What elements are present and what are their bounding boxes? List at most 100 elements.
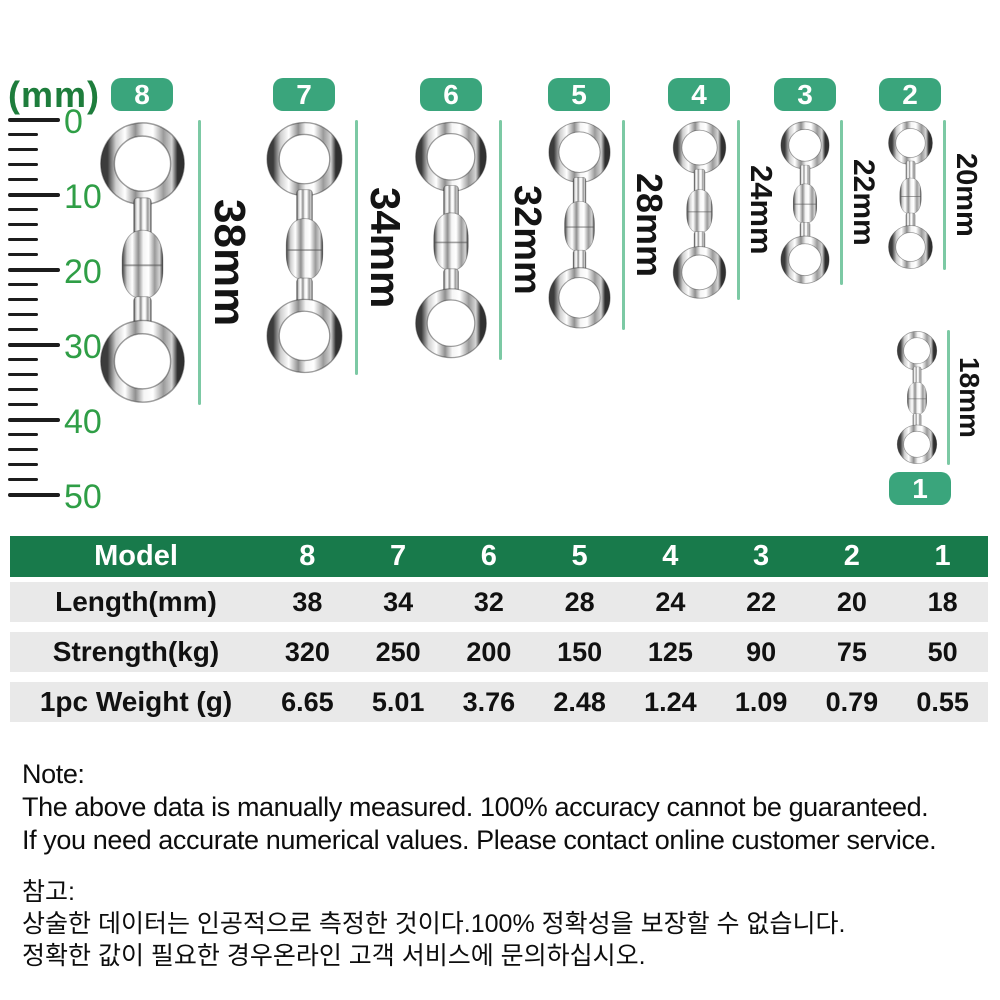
table-header-cell: 4 <box>662 540 679 572</box>
table-header-cell: 8 <box>299 540 316 572</box>
table-header-cell: 3 <box>753 540 770 572</box>
ruler-minor-tick <box>8 163 38 166</box>
table-cell: 0.79 <box>825 686 879 717</box>
table-cell: 22 <box>746 586 777 617</box>
size-badge-1: 1 <box>889 472 951 505</box>
table-cell: 200 <box>466 636 512 667</box>
size-badge-2: 2 <box>879 78 941 111</box>
ruler-minor-tick <box>8 358 38 361</box>
table-cell: 3.76 <box>462 686 516 717</box>
ruler-minor-tick <box>8 448 38 451</box>
size-badge-8: 8 <box>111 78 173 111</box>
measure-line-7 <box>355 120 358 375</box>
swivel-graphic <box>99 122 185 403</box>
swivel-graphic <box>780 121 830 284</box>
table-cell: 1.24 <box>644 686 697 717</box>
table-cell: 6.65 <box>281 686 334 717</box>
note-korean-line-2: 정확한 값이 필요한 경우온라인 고객 서비스에 문의하십시오. <box>22 942 646 970</box>
note-english: Note: The above data is manually measure… <box>22 758 937 857</box>
swivel-illustration-2 <box>885 120 936 270</box>
ruler-tick-label: 10 <box>64 178 102 216</box>
table-cell: 90 <box>746 636 777 667</box>
ruler-major-tick <box>8 493 60 497</box>
table-cell: 20 <box>836 586 867 617</box>
length-label-7: 34mm <box>362 186 409 309</box>
ruler-unit-label: (mm) <box>8 74 100 115</box>
swivel-illustration-8 <box>94 120 191 405</box>
table-cell: 24 <box>655 586 686 617</box>
size-badge-6: 6 <box>420 78 482 111</box>
note-title: Note: <box>22 759 85 789</box>
measure-line-1 <box>947 330 950 465</box>
table-cell: 38 <box>292 586 323 617</box>
ruler-major-tick <box>8 118 60 122</box>
note-line-1: The above data is manually measured. 100… <box>22 792 929 822</box>
table-cell: 18 <box>927 586 958 617</box>
size-badge-4: 4 <box>668 78 730 111</box>
ruler-minor-tick <box>8 283 38 286</box>
ruler-tick-label: 20 <box>64 253 102 291</box>
ruler-minor-tick <box>8 253 38 256</box>
measure-line-4 <box>737 120 740 300</box>
size-badge-5: 5 <box>548 78 610 111</box>
ruler-minor-tick <box>8 223 38 226</box>
ruler-tick-label: 40 <box>64 403 102 441</box>
table-header-row: Model 8 7 6 5 4 3 2 1 <box>10 536 988 577</box>
ruler-minor-tick <box>8 433 38 436</box>
ruler-minor-tick <box>8 373 38 376</box>
swivel-illustration-5 <box>544 120 615 330</box>
table-row: Strength(kg) 320 250 200 150 125 90 75 50 <box>10 632 988 672</box>
note-korean-title: 참고: <box>22 878 75 906</box>
ruler-minor-tick <box>8 478 38 481</box>
swivel-illustration-7 <box>261 120 348 375</box>
table-header-cell: 7 <box>390 540 407 572</box>
ruler-minor-tick <box>8 178 38 181</box>
ruler-minor-tick <box>8 313 38 316</box>
measure-line-2 <box>943 120 946 270</box>
note-line-2: If you need accurate numerical values. P… <box>22 825 937 855</box>
ruler-minor-tick <box>8 388 38 391</box>
ruler-minor-tick <box>8 463 38 466</box>
ruler-minor-tick <box>8 148 38 151</box>
swivel-graphic <box>672 121 726 299</box>
table-cell: 320 <box>284 636 330 667</box>
size-badge-3: 3 <box>774 78 836 111</box>
ruler-minor-tick <box>8 328 38 331</box>
table-header-cell: 2 <box>843 540 860 572</box>
swivel-graphic <box>896 331 938 464</box>
ruler-tick-label: 30 <box>64 328 102 366</box>
length-label-1: 18mm <box>954 357 985 438</box>
table-cell: 150 <box>557 636 603 667</box>
table-cell: 0.55 <box>916 686 969 717</box>
ruler-major-tick <box>8 193 60 197</box>
length-label-8: 38mm <box>205 198 254 327</box>
table-row-label: 1pc Weight (g) <box>39 686 233 717</box>
length-label-5: 28mm <box>629 172 670 278</box>
table-cell: 5.01 <box>371 686 425 717</box>
ruler-tick-label: 50 <box>64 478 102 516</box>
table-row-label: Strength(kg) <box>52 636 220 667</box>
table-header-model: Model <box>94 540 178 572</box>
ruler-major-tick <box>8 343 60 347</box>
table-cell: 34 <box>383 586 414 617</box>
ruler-minor-tick <box>8 133 38 136</box>
swivel-graphic <box>547 121 611 329</box>
measure-line-5 <box>622 120 625 330</box>
swivel-illustration-1 <box>894 330 940 465</box>
ruler-minor-tick <box>8 403 38 406</box>
measure-line-8 <box>198 120 201 405</box>
swivel-graphic <box>265 121 343 374</box>
table-header-cell: 6 <box>480 540 497 572</box>
table-header-cell: 1 <box>934 540 951 572</box>
measure-line-3 <box>840 120 843 285</box>
table-row: Length(mm) 38 34 32 28 24 22 20 18 <box>10 582 988 622</box>
measure-line-6 <box>499 120 502 360</box>
table-cell: 28 <box>564 586 595 617</box>
table-row: 1pc Weight (g) 6.65 5.01 3.76 2.48 1.24 1.09 0.… <box>10 682 988 722</box>
table-cell: 32 <box>473 586 504 617</box>
ruler-minor-tick <box>8 298 38 301</box>
note-korean-line-1: 상술한 데이터는 인공적으로 측정한 것이다.100% 정확성을 보장할 수 없… <box>22 910 846 938</box>
length-label-4: 24mm <box>744 165 779 255</box>
table-header-cell: 5 <box>571 540 588 572</box>
